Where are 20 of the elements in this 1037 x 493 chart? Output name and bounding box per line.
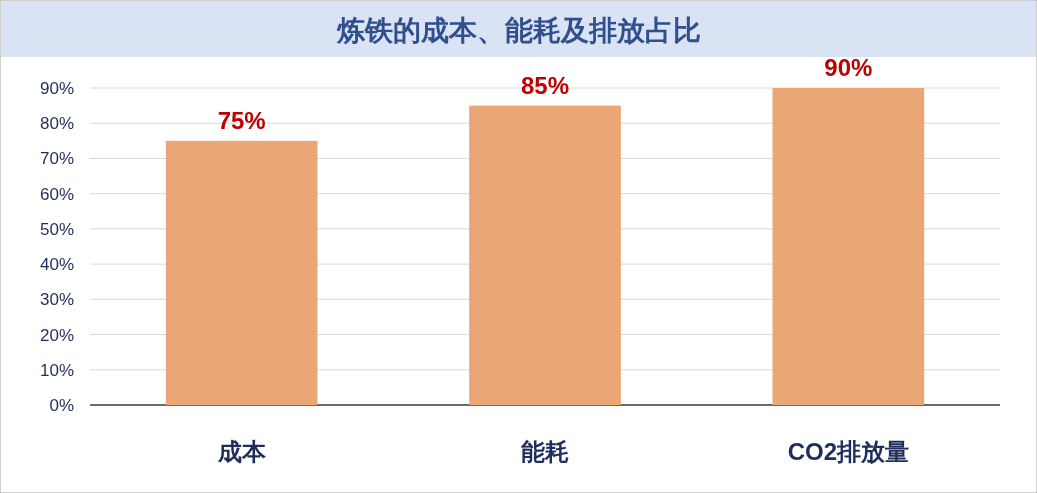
y-tick-label: 10% xyxy=(39,360,74,380)
data-label: 75% xyxy=(217,106,266,134)
y-tick-label: 90% xyxy=(39,79,74,98)
x-tick-label: 成本 xyxy=(216,438,267,465)
x-tick-label: 能耗 xyxy=(521,438,569,465)
x-tick-label: CO2排放量 xyxy=(787,438,910,465)
y-tick-label: 20% xyxy=(39,325,74,345)
bar xyxy=(469,105,621,405)
y-tick-label: 80% xyxy=(39,114,74,134)
y-tick-label: 50% xyxy=(39,219,74,239)
data-label: 90% xyxy=(824,54,873,81)
y-tick-label: 0% xyxy=(49,396,74,415)
y-tick-label: 30% xyxy=(39,290,74,310)
data-label: 85% xyxy=(520,71,570,99)
bar xyxy=(772,88,925,405)
bar xyxy=(165,140,318,405)
chart-title: 炼铁的成本、能耗及排放占比 xyxy=(335,15,701,46)
y-tick-label: 60% xyxy=(39,184,74,204)
y-tick-label: 70% xyxy=(39,149,74,169)
y-tick-label: 40% xyxy=(39,255,74,275)
